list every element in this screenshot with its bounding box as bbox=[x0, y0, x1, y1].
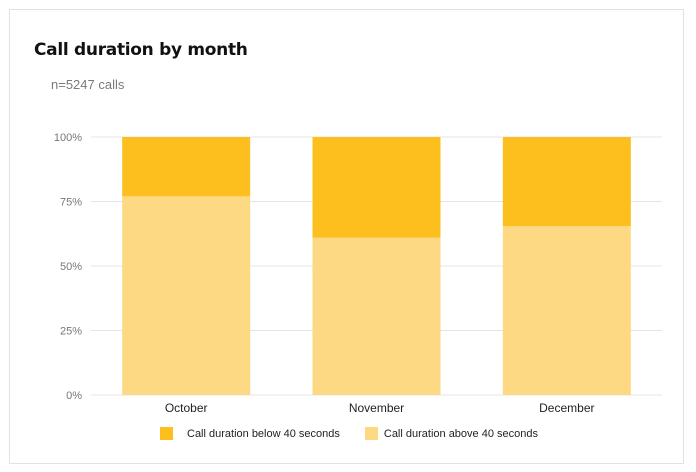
bar-segment bbox=[502, 226, 631, 395]
y-tick-label: 100% bbox=[54, 132, 82, 144]
legend-item-below: Call duration below 40 seconds bbox=[160, 427, 340, 440]
chart-legend: Call duration below 40 seconds Call dura… bbox=[160, 427, 563, 440]
x-axis-ticks: October November December bbox=[165, 401, 595, 415]
y-tick-label: 50% bbox=[60, 261, 82, 273]
y-tick-label: 75% bbox=[60, 197, 82, 209]
legend-label-below: Call duration below 40 seconds bbox=[187, 427, 340, 440]
chart-subtitle: n=5247 calls bbox=[51, 77, 125, 92]
bar-segment bbox=[502, 137, 631, 227]
x-tick-label: October bbox=[165, 401, 208, 415]
bar-segment bbox=[312, 137, 441, 238]
legend-swatch-above bbox=[364, 427, 378, 440]
y-tick-label: 25% bbox=[60, 326, 82, 338]
bar-segment bbox=[122, 196, 251, 395]
bar-segment bbox=[312, 237, 441, 395]
chart-title: Call duration by month bbox=[34, 40, 248, 60]
x-tick-label: November bbox=[349, 401, 404, 415]
x-tick-label: December bbox=[539, 401, 594, 415]
y-axis-ticks: 0% 25% 50% 75% 100% bbox=[54, 132, 82, 402]
legend-label-above: Call duration above 40 seconds bbox=[383, 427, 538, 440]
legend-item-above: Call duration above 40 seconds bbox=[364, 427, 538, 440]
bar-segment bbox=[122, 137, 251, 197]
bars bbox=[122, 137, 631, 395]
y-tick-label: 0% bbox=[66, 390, 82, 402]
legend-swatch-below bbox=[160, 427, 173, 440]
